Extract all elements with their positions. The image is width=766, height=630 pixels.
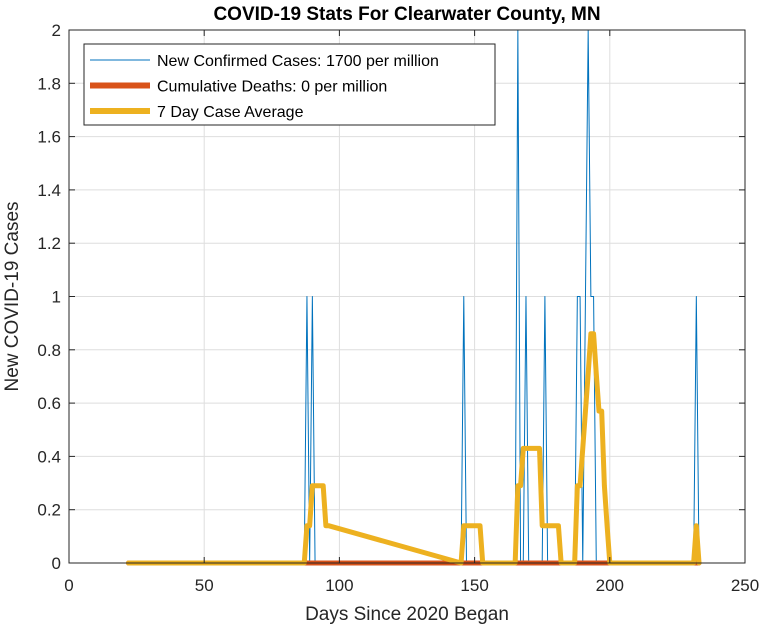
legend: New Confirmed Cases: 1700 per million Cu… bbox=[83, 43, 496, 126]
y-tick-label: 0.2 bbox=[37, 501, 61, 520]
x-tick-label: 0 bbox=[64, 576, 73, 595]
y-tick-label: 0 bbox=[52, 554, 61, 573]
y-tick-label: 1.4 bbox=[37, 181, 61, 200]
y-tick-label: 1.6 bbox=[37, 128, 61, 147]
y-tick-label: 2 bbox=[52, 21, 61, 40]
y-tick-label: 0.6 bbox=[37, 394, 61, 413]
x-tick-label: 150 bbox=[460, 576, 488, 595]
x-tick-label: 250 bbox=[731, 576, 759, 595]
y-tick-label: 0.8 bbox=[37, 341, 61, 360]
legend-label-average: 7 Day Case Average bbox=[157, 104, 304, 121]
x-tick-label: 100 bbox=[325, 576, 353, 595]
chart-title: COVID-19 Stats For Clearwater County, MN bbox=[213, 4, 600, 25]
x-axis-title: Days Since 2020 Began bbox=[305, 604, 509, 625]
y-axis-title: New COVID-19 Cases bbox=[2, 201, 23, 391]
y-axis: 0 0.2 0.4 0.6 0.8 1 1.2 1.4 1.6 1.8 2 bbox=[37, 21, 745, 573]
x-axis: 0 50 100 150 200 250 bbox=[64, 30, 759, 595]
y-tick-label: 1.2 bbox=[37, 234, 61, 253]
legend-label-new-cases: New Confirmed Cases: 1700 per million bbox=[157, 53, 439, 70]
y-tick-label: 1 bbox=[52, 288, 61, 307]
series-7-day-average bbox=[125, 331, 702, 566]
x-tick-label: 50 bbox=[195, 576, 214, 595]
x-tick-label: 200 bbox=[596, 576, 624, 595]
legend-box bbox=[83, 43, 496, 126]
y-tick-label: 1.8 bbox=[37, 74, 61, 93]
legend-label-deaths: Cumulative Deaths: 0 per million bbox=[157, 79, 387, 96]
y-tick-label: 0.4 bbox=[37, 447, 61, 466]
